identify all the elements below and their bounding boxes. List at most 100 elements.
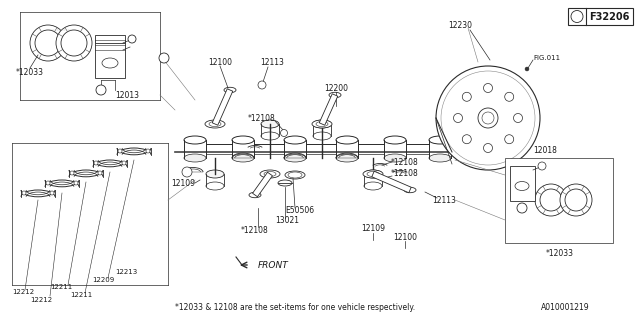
Ellipse shape bbox=[312, 120, 332, 128]
Text: 13021: 13021 bbox=[275, 215, 299, 225]
Text: *12108: *12108 bbox=[391, 169, 419, 178]
Ellipse shape bbox=[436, 66, 540, 170]
Text: *12108: *12108 bbox=[241, 226, 269, 235]
Ellipse shape bbox=[329, 92, 341, 98]
Ellipse shape bbox=[261, 132, 279, 140]
Ellipse shape bbox=[206, 170, 224, 178]
Polygon shape bbox=[253, 172, 273, 197]
Ellipse shape bbox=[483, 84, 493, 92]
Polygon shape bbox=[319, 94, 338, 125]
Ellipse shape bbox=[118, 149, 122, 153]
Ellipse shape bbox=[538, 162, 546, 170]
Ellipse shape bbox=[129, 36, 135, 42]
Ellipse shape bbox=[367, 172, 379, 177]
Ellipse shape bbox=[249, 192, 261, 198]
Text: 12109: 12109 bbox=[171, 179, 195, 188]
Ellipse shape bbox=[35, 30, 61, 56]
Text: 1: 1 bbox=[162, 55, 166, 60]
Ellipse shape bbox=[429, 154, 451, 162]
Ellipse shape bbox=[146, 149, 150, 153]
Ellipse shape bbox=[364, 182, 382, 190]
Ellipse shape bbox=[98, 171, 102, 175]
Ellipse shape bbox=[278, 180, 292, 186]
Ellipse shape bbox=[209, 122, 221, 126]
Ellipse shape bbox=[285, 171, 305, 179]
Ellipse shape bbox=[232, 136, 254, 144]
Text: 12212: 12212 bbox=[12, 289, 34, 295]
Ellipse shape bbox=[280, 130, 287, 137]
Text: 1: 1 bbox=[99, 87, 103, 92]
Ellipse shape bbox=[182, 167, 192, 177]
Ellipse shape bbox=[560, 184, 592, 216]
Ellipse shape bbox=[61, 30, 87, 56]
Ellipse shape bbox=[478, 108, 498, 128]
Ellipse shape bbox=[540, 189, 562, 211]
Polygon shape bbox=[372, 171, 411, 193]
Ellipse shape bbox=[184, 154, 206, 162]
Text: 12230: 12230 bbox=[448, 20, 472, 29]
Ellipse shape bbox=[56, 25, 92, 61]
Text: *12033: *12033 bbox=[16, 68, 44, 76]
Ellipse shape bbox=[288, 172, 302, 178]
Ellipse shape bbox=[70, 171, 74, 175]
Ellipse shape bbox=[260, 170, 280, 178]
Circle shape bbox=[128, 35, 136, 43]
Ellipse shape bbox=[441, 71, 535, 165]
Ellipse shape bbox=[258, 81, 266, 89]
Ellipse shape bbox=[261, 120, 279, 128]
Text: 12100: 12100 bbox=[208, 58, 232, 67]
Text: 12018: 12018 bbox=[533, 146, 557, 155]
Ellipse shape bbox=[336, 154, 358, 162]
Text: 12209: 12209 bbox=[92, 277, 115, 283]
Ellipse shape bbox=[22, 191, 26, 195]
Ellipse shape bbox=[384, 136, 406, 144]
Ellipse shape bbox=[74, 181, 78, 185]
Text: E50506: E50506 bbox=[285, 205, 315, 214]
Text: 1: 1 bbox=[131, 36, 134, 42]
Ellipse shape bbox=[206, 182, 224, 190]
Ellipse shape bbox=[429, 136, 451, 144]
Ellipse shape bbox=[313, 120, 331, 128]
Text: 1: 1 bbox=[520, 205, 524, 211]
Ellipse shape bbox=[205, 120, 225, 128]
Ellipse shape bbox=[462, 135, 471, 144]
Text: 12113: 12113 bbox=[260, 58, 284, 67]
Ellipse shape bbox=[364, 170, 382, 178]
Bar bbox=[510, 166, 535, 201]
Ellipse shape bbox=[184, 136, 206, 144]
Circle shape bbox=[96, 85, 106, 95]
Ellipse shape bbox=[404, 187, 416, 193]
Polygon shape bbox=[212, 89, 233, 125]
Text: F32206: F32206 bbox=[589, 12, 629, 21]
Ellipse shape bbox=[284, 154, 306, 162]
Text: 12200: 12200 bbox=[324, 84, 348, 92]
Ellipse shape bbox=[505, 135, 514, 144]
Circle shape bbox=[571, 11, 583, 22]
Ellipse shape bbox=[102, 58, 118, 68]
Circle shape bbox=[517, 203, 527, 213]
Ellipse shape bbox=[50, 191, 54, 195]
Ellipse shape bbox=[224, 87, 236, 93]
Ellipse shape bbox=[316, 122, 328, 126]
Text: *12108: *12108 bbox=[248, 114, 276, 123]
Bar bbox=[568, 8, 633, 25]
Circle shape bbox=[159, 53, 169, 63]
Ellipse shape bbox=[264, 172, 276, 177]
Ellipse shape bbox=[482, 112, 494, 124]
Text: 12013: 12013 bbox=[115, 91, 139, 100]
Ellipse shape bbox=[446, 76, 530, 160]
Ellipse shape bbox=[483, 143, 493, 153]
Ellipse shape bbox=[454, 114, 463, 123]
Ellipse shape bbox=[525, 67, 529, 71]
Ellipse shape bbox=[232, 154, 254, 162]
Bar bbox=[505, 158, 613, 243]
Ellipse shape bbox=[46, 181, 50, 185]
Text: A010001219: A010001219 bbox=[541, 303, 590, 313]
Text: 12211: 12211 bbox=[70, 292, 92, 298]
Text: *12108: *12108 bbox=[391, 157, 419, 166]
Ellipse shape bbox=[363, 170, 383, 178]
Text: 12113: 12113 bbox=[432, 196, 456, 204]
Ellipse shape bbox=[513, 114, 522, 123]
Ellipse shape bbox=[284, 136, 306, 144]
Ellipse shape bbox=[535, 184, 567, 216]
